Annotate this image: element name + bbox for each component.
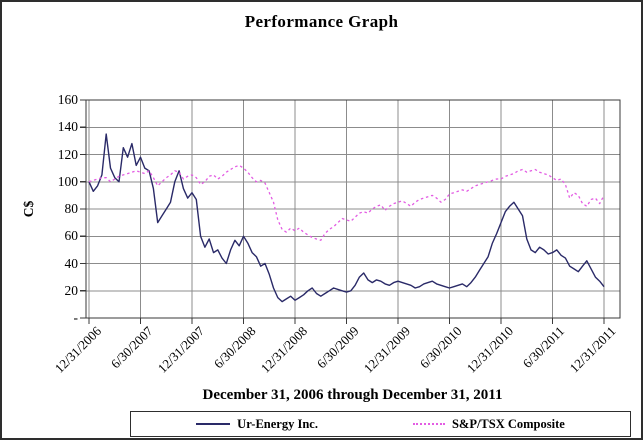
legend-entry-sptsx: S&P/TSX Composite	[412, 416, 565, 432]
chart-title: Performance Graph	[244, 12, 399, 31]
y-tick-label: 40	[64, 255, 79, 271]
y-tick-label: 140	[57, 119, 78, 135]
y-tick-label: 80	[64, 201, 79, 216]
y-tick-label: 160	[57, 92, 78, 107]
legend: Ur-Energy Inc. S&P/TSX Composite	[130, 411, 631, 437]
ur-energy-legend-label: Ur-Energy Inc.	[237, 416, 318, 431]
x-axis-title: December 31, 2006 through December 31, 2…	[202, 387, 503, 403]
sptsx-line-sample	[412, 423, 445, 425]
y-tick-label: 60	[64, 228, 79, 244]
ur-energy-line-sample	[196, 423, 231, 425]
sptsx-legend-label: S&P/TSX Composite	[451, 416, 565, 431]
y-tick-label: 100	[57, 173, 78, 189]
y-tick-label: 120	[57, 146, 78, 162]
y-tick-label: 20	[64, 282, 79, 298]
series-line-sptsx	[88, 164, 605, 241]
y-axis-title: C$	[21, 200, 36, 218]
legend-entry-ur-energy: Ur-Energy Inc.	[196, 417, 318, 432]
series-line-ur-energy	[88, 133, 605, 303]
gridlines	[86, 99, 620, 318]
y-tick-label: -	[73, 310, 79, 325]
axis-tick-marks	[80, 99, 605, 324]
